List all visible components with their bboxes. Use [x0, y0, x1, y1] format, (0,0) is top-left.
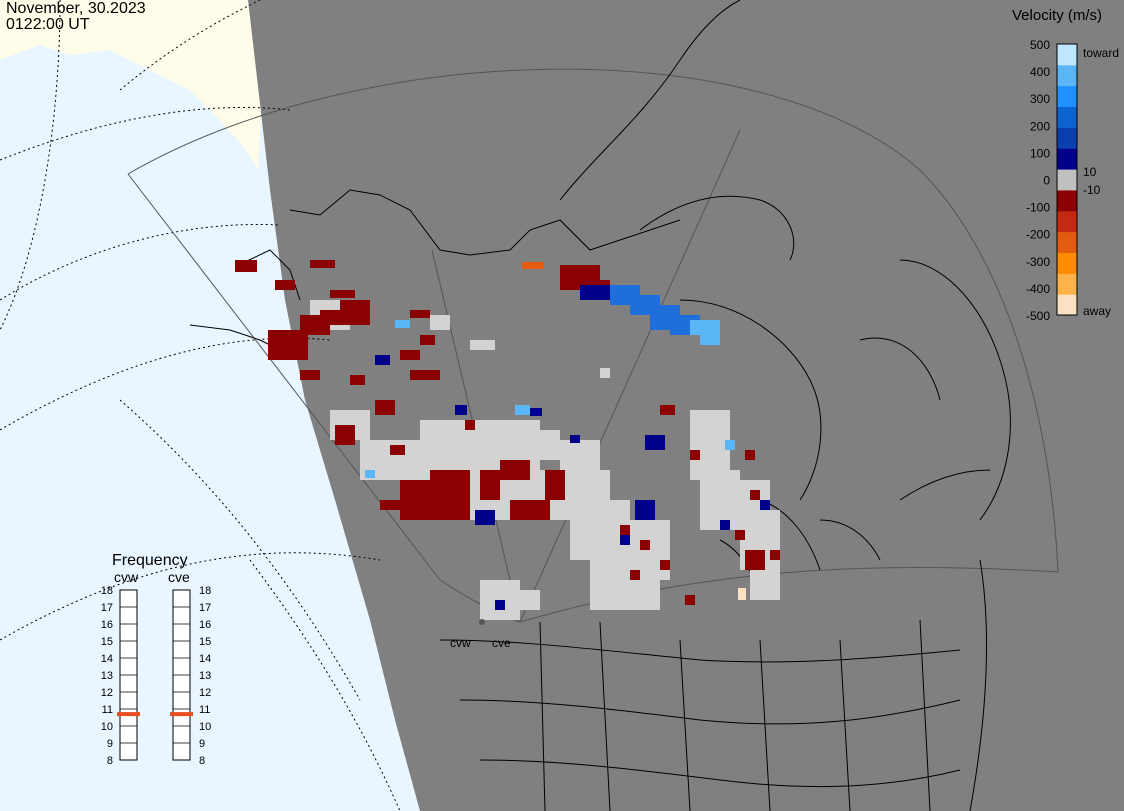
- colorbar-swatch: [1057, 169, 1077, 191]
- frequency-radar-cvw: cvw: [114, 569, 139, 585]
- frequency-tick-left: 17: [101, 602, 113, 614]
- colorbar-swatch: [1057, 106, 1077, 128]
- frequency-title: Frequency: [112, 552, 188, 569]
- velocity-colorbar: Velocity (m/s) 500 400 300 200 100 0 -100 -200 -…: [1012, 7, 1119, 323]
- frequency-tick-left: 18: [101, 585, 113, 597]
- radar-echo-layer: [235, 260, 780, 620]
- frequency-tick-right: 15: [199, 636, 211, 648]
- frequency-tick-right: 8: [199, 755, 205, 767]
- frequency-panel: Frequency cvw cve 18 18 17 17 16 16 15 15 14 14 13…: [101, 552, 212, 767]
- colorbar-away-label: away: [1083, 304, 1111, 318]
- colorbar-tick-labels: 500 400 300 200 100 0 -100 -200 -300 -400 -500: [1026, 38, 1050, 323]
- frequency-tick-left: 12: [101, 687, 113, 699]
- colorbar-toward-label: toward: [1083, 46, 1119, 60]
- colorbar-swatch: [1057, 189, 1077, 212]
- station-label-cve: cve: [492, 636, 511, 650]
- frequency-tick-right: 12: [199, 687, 211, 699]
- frequency-tick-left: 16: [101, 619, 113, 631]
- colorbar-swatch: [1057, 85, 1077, 108]
- colorbar-tick-label: 200: [1030, 119, 1050, 133]
- frequency-tick-right: 10: [199, 721, 211, 733]
- timestamp-header: November, 30.2023 0122:00 UT: [6, 1, 146, 33]
- colorbar-tick-label: 300: [1030, 92, 1050, 106]
- frequency-tick-left: 10: [101, 721, 113, 733]
- frequency-tick-left: 15: [101, 636, 113, 648]
- colorbar-frame: [1056, 43, 1078, 316]
- slow-approaching-cells: [375, 285, 770, 610]
- frequency-tick-left: 14: [101, 653, 113, 665]
- colorbar-tick-label: 400: [1030, 65, 1050, 79]
- gray-landmass: [248, 0, 1124, 811]
- colorbar-swatch: [1057, 210, 1077, 233]
- frequency-tick-right: 18: [199, 585, 211, 597]
- station-label-cvw: cvw: [450, 636, 471, 650]
- colorbar-tick-label: -400: [1026, 282, 1050, 296]
- colorbar-swatch: [1057, 252, 1077, 274]
- colorbar-inner-tick-pos: 10: [1083, 165, 1097, 179]
- frequency-tick-left: 13: [101, 670, 113, 682]
- frequency-tick-right: 14: [199, 653, 211, 665]
- colorbar-tick-label: 500: [1030, 38, 1050, 52]
- strong-receding-cells: [522, 262, 544, 269]
- coordinate-grid: [0, 0, 401, 811]
- colorbar-swatch: [1057, 64, 1077, 87]
- time-label: 0122:00 UT: [6, 16, 90, 33]
- frequency-tick-labels: 18 18 17 17 16 16 15 15 14 14 13 13 12 12 11 11 10 10 9 9 8 8: [101, 585, 212, 767]
- radar-site-marker: [479, 619, 485, 625]
- colorbar-swatch: [1057, 44, 1077, 66]
- colorbar-tick-label: -100: [1026, 201, 1050, 215]
- colorbar-inner-tick-neg: -10: [1083, 183, 1101, 197]
- colorbar-tick-label: 100: [1030, 146, 1050, 160]
- frequency-marker: [170, 712, 193, 717]
- colorbar-swatch: [1057, 148, 1077, 170]
- frequency-radar-cve: cve: [168, 569, 190, 585]
- frequency-tick-right: 13: [199, 670, 211, 682]
- frequency-tick-right: 17: [199, 602, 211, 614]
- colorbar-tick-label: -300: [1026, 255, 1050, 269]
- pale-landmass: [0, 0, 262, 170]
- frequency-marker: [117, 712, 140, 717]
- colorbar-tick-label: 0: [1043, 174, 1050, 188]
- colorbar-swatch: [1057, 127, 1077, 149]
- colorbar-swatch: [1057, 231, 1077, 253]
- frequency-markers: [117, 712, 193, 717]
- frequency-tick-left: 11: [102, 704, 113, 716]
- date-label: November, 30.2023: [6, 0, 146, 17]
- away-velocity-cells: [738, 588, 746, 600]
- frequency-tick-left: 8: [107, 755, 113, 767]
- fast-approaching-cells: [365, 320, 735, 478]
- frequency-tick-right: 11: [199, 704, 210, 716]
- frequency-tick-right: 16: [199, 619, 211, 631]
- colorbar-swatch: [1057, 273, 1077, 295]
- frequency-tick-right: 9: [199, 738, 205, 750]
- colorbar-swatch: [1057, 294, 1077, 316]
- colorbar-tick-label: -500: [1026, 309, 1050, 323]
- colorbar-title: Velocity (m/s): [1012, 7, 1102, 24]
- colorbar-tick-label: -200: [1026, 228, 1050, 242]
- frequency-columns: [119, 589, 191, 761]
- frequency-tick-left: 9: [107, 738, 113, 750]
- colorbar-swatches: [1057, 44, 1077, 316]
